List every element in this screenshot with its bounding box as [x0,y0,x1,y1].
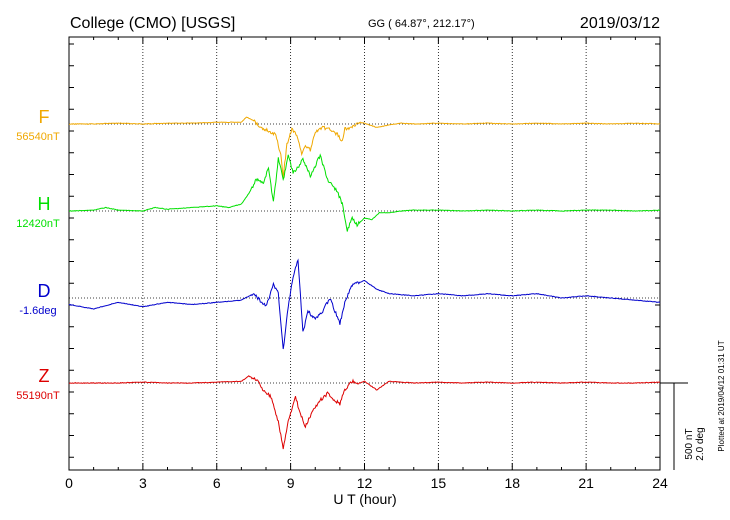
traces [68,116,661,450]
x-tick-label-18: 18 [504,475,520,491]
y-minor-ticks [69,43,660,458]
series-baseline-D: -1.6deg [19,305,56,317]
header: College (CMO) [USGS] GG ( 64.87°, 212.17… [70,15,660,32]
x-tick-label-0: 0 [65,475,73,491]
series-name-Z: Z [39,366,50,386]
plotted-timestamp: Plotted at 2019/04/12 01:31 UT [717,340,726,451]
trace-H [69,153,661,232]
x-tick-label-12: 12 [357,475,373,491]
geo-coordinates: GG ( 64.87°, 212.17°) [368,18,475,30]
scale-bar: 500 nT 2.0 deg [660,382,706,470]
series-name-D: D [38,281,51,301]
trace-D [68,258,661,350]
series-baseline-Z: 55190nT [16,390,60,402]
series-baseline-F: 56540nT [16,131,60,143]
x-axis-title: U T (hour) [333,491,396,507]
series-name-H: H [38,194,51,214]
scale-bar-deg-label: 2.0 deg [695,427,706,460]
trace-F [68,116,661,178]
series-name-F: F [39,107,50,127]
x-axis-ticks [68,37,661,470]
vertical-gridlines [142,37,587,470]
x-tick-label-24: 24 [652,475,668,491]
plot-date: 2019/03/12 [580,15,660,32]
series-labels: F 56540nT H 12420nT D -1.6deg Z 55190nT [16,107,60,402]
trace-Z [68,375,661,450]
x-tick-label-6: 6 [213,475,221,491]
scale-bar-nt-label: 500 nT [684,428,695,459]
x-tick-label-9: 9 [287,475,295,491]
x-tick-label-15: 15 [431,475,447,491]
station-title: College (CMO) [USGS] [70,15,235,32]
x-tick-labels: 0 3 6 9 12 15 18 21 24 [65,475,668,491]
x-tick-label-3: 3 [139,475,147,491]
series-baseline-H: 12420nT [16,218,60,230]
x-tick-label-21: 21 [578,475,594,491]
